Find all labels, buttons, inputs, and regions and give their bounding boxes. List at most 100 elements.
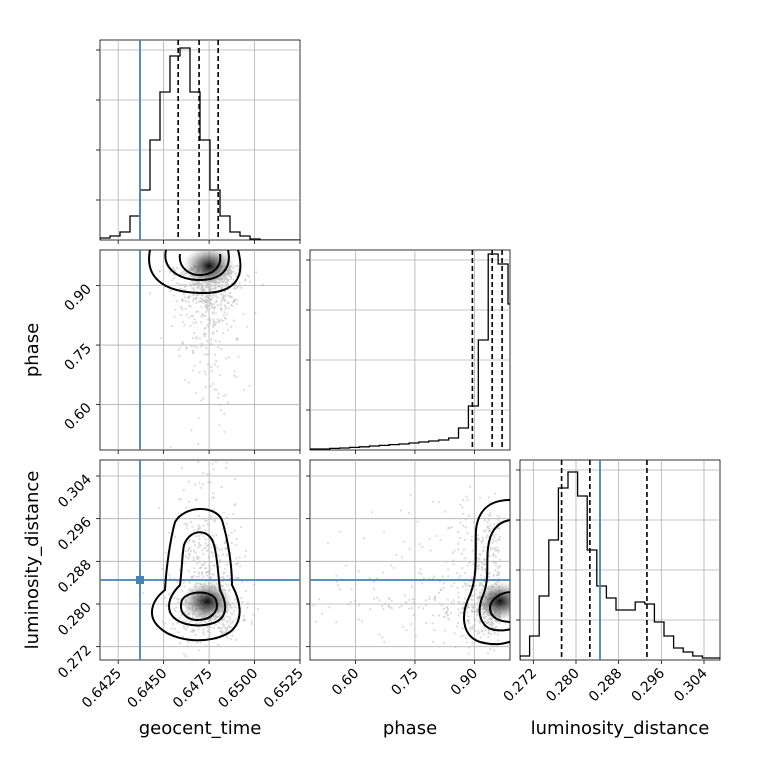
- sample-point: [447, 527, 450, 530]
- sample-point: [219, 630, 222, 633]
- sample-point: [225, 630, 228, 633]
- sample-point: [190, 284, 194, 287]
- x-tick-label: 0.6500: [215, 666, 261, 712]
- sample-point: [491, 622, 495, 625]
- sample-point: [208, 288, 211, 291]
- sample-point: [466, 564, 469, 567]
- y-tick-label: 0.288: [55, 557, 95, 597]
- sample-point: [213, 287, 216, 290]
- sample-point: [221, 618, 224, 621]
- sample-point: [478, 631, 481, 634]
- sample-point: [190, 345, 193, 348]
- sample-point: [220, 548, 224, 551]
- sample-point: [448, 618, 451, 621]
- panel-frame: [519, 459, 721, 661]
- sample-point: [312, 604, 315, 607]
- sample-point: [173, 627, 176, 630]
- sample-point: [224, 583, 228, 586]
- sample-point: [225, 313, 228, 316]
- sample-point: [196, 557, 199, 560]
- sample-point: [384, 602, 387, 605]
- sample-point: [228, 291, 232, 294]
- sample-point: [335, 621, 338, 624]
- sample-point: [497, 549, 500, 552]
- sample-point: [203, 288, 206, 291]
- sample-point: [210, 343, 213, 346]
- sample-point: [479, 636, 482, 639]
- sample-point: [226, 636, 229, 639]
- sample-point: [354, 599, 357, 602]
- sample-point: [450, 585, 453, 588]
- sample-point: [213, 285, 217, 288]
- sample-point: [191, 577, 194, 580]
- sample-point: [202, 397, 205, 400]
- sample-point: [476, 557, 479, 560]
- x-tick-label: 0.272: [500, 666, 540, 706]
- sample-point: [206, 309, 209, 312]
- sample-point: [480, 541, 484, 544]
- sample-point: [193, 567, 196, 570]
- sample-point: [219, 576, 222, 579]
- sample-point: [497, 538, 500, 542]
- sample-point: [321, 612, 324, 615]
- sample-point: [212, 573, 215, 576]
- sample-point: [224, 541, 227, 544]
- sample-point: [368, 576, 371, 580]
- sample-point: [494, 533, 497, 536]
- y-tick-label: 0.90: [61, 281, 94, 314]
- sample-point: [202, 553, 205, 556]
- sample-point: [466, 532, 469, 535]
- sample-point: [487, 514, 490, 517]
- sample-point: [481, 568, 484, 572]
- sample-point: [192, 289, 196, 292]
- sample-point: [168, 270, 171, 274]
- sample-point: [162, 597, 165, 601]
- x-tick-label: 0.280: [543, 666, 583, 706]
- sample-point: [464, 538, 467, 541]
- sample-point: [185, 628, 188, 631]
- sample-point: [220, 301, 223, 304]
- sample-point: [465, 582, 468, 586]
- sample-point: [471, 598, 474, 602]
- sample-point: [185, 524, 189, 527]
- sample-point: [221, 553, 225, 556]
- sample-point: [165, 604, 168, 607]
- panel-luminosity_distance-luminosity_distance: 0.272 0.280 0.288 0.296 0.304: [500, 459, 721, 706]
- sample-point: [192, 549, 196, 552]
- sample-point: [224, 393, 228, 396]
- sample-point: [200, 289, 203, 292]
- sample-point: [236, 286, 239, 290]
- sample-point: [177, 631, 180, 634]
- sample-point: [210, 297, 213, 300]
- sample-point: [181, 283, 184, 286]
- sample-point: [194, 391, 197, 395]
- sample-point: [187, 640, 190, 643]
- sample-point: [204, 385, 207, 389]
- sample-point: [204, 529, 207, 532]
- sample-point: [223, 430, 226, 433]
- sample-point: [357, 570, 360, 573]
- sample-point: [412, 602, 415, 605]
- x-tick-label: 0.75: [388, 666, 421, 699]
- sample-point: [229, 612, 232, 615]
- sample-point: [187, 300, 190, 303]
- sample-point: [198, 649, 201, 652]
- sample-point: [459, 611, 462, 614]
- sample-point: [227, 356, 231, 359]
- sample-point: [487, 635, 490, 639]
- sample-point: [486, 526, 489, 529]
- sample-point: [206, 626, 209, 629]
- sample-point: [459, 602, 462, 605]
- sample-point: [237, 355, 240, 358]
- sample-point: [184, 654, 187, 658]
- sample-point: [457, 614, 460, 617]
- sample-point: [222, 623, 225, 626]
- sample-point: [492, 554, 495, 557]
- sample-point: [164, 551, 168, 554]
- sample-point: [460, 552, 463, 555]
- sample-point: [223, 304, 226, 307]
- sample-point: [211, 382, 215, 386]
- sample-point: [206, 630, 209, 633]
- sample-point: [234, 543, 237, 547]
- sample-point: [181, 341, 184, 344]
